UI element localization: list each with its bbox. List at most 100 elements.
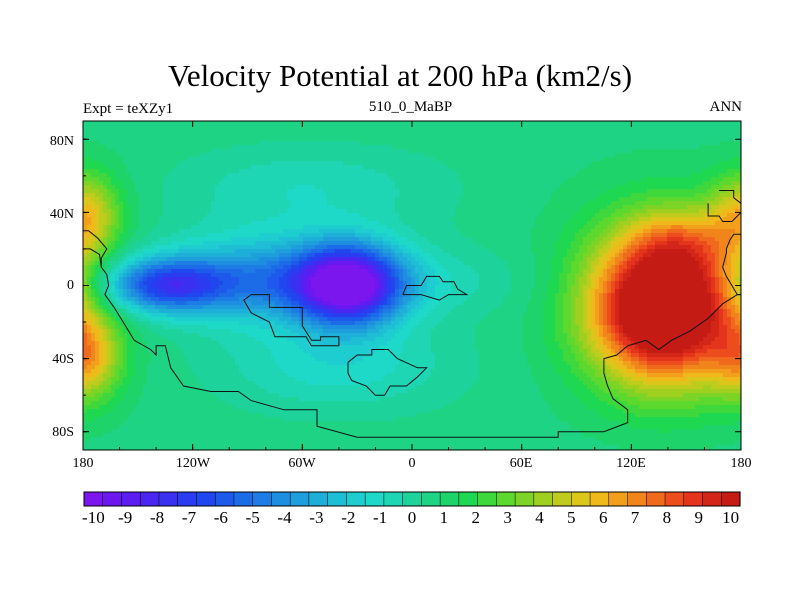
field-cell <box>263 417 268 422</box>
field-cell <box>187 285 192 290</box>
field-cell <box>275 245 280 250</box>
field-cell <box>235 377 240 382</box>
field-cell <box>283 289 288 294</box>
field-cell <box>275 209 280 214</box>
field-cell <box>227 333 232 338</box>
field-cell <box>163 229 168 234</box>
field-cell <box>235 297 240 302</box>
field-cell <box>267 277 272 282</box>
field-cell <box>219 157 224 162</box>
field-cell <box>171 249 176 254</box>
field-cell <box>199 181 204 186</box>
field-cell <box>291 357 296 362</box>
field-cell <box>219 325 224 330</box>
field-cell <box>119 313 124 318</box>
field-cell <box>215 133 220 138</box>
field-cell <box>139 341 144 346</box>
field-cell <box>171 161 176 166</box>
field-cell <box>163 337 168 342</box>
field-cell <box>259 389 264 394</box>
field-cell <box>107 125 112 130</box>
field-cell <box>227 385 232 390</box>
field-cell <box>251 361 256 366</box>
field-cell <box>83 349 88 354</box>
field-cell <box>127 249 132 254</box>
field-cell <box>227 437 232 442</box>
field-cell <box>95 125 100 130</box>
field-cell <box>95 181 100 186</box>
field-cell <box>83 401 88 406</box>
field-cell <box>315 389 320 394</box>
field-cell <box>243 193 248 198</box>
field-cell <box>243 289 248 294</box>
field-cell <box>143 317 148 322</box>
field-cell <box>299 337 304 342</box>
field-cell <box>115 177 120 182</box>
field-cell <box>303 445 308 450</box>
field-cell <box>259 357 264 362</box>
field-cell <box>263 333 268 338</box>
field-cell <box>295 333 300 338</box>
field-cell <box>227 325 232 330</box>
field-cell <box>287 429 292 434</box>
field-cell <box>307 141 312 146</box>
field-cell <box>211 417 216 422</box>
field-cell <box>143 161 148 166</box>
field-cell <box>219 137 224 142</box>
field-cell <box>195 213 200 218</box>
field-cell <box>299 365 304 370</box>
field-cell <box>287 269 292 274</box>
field-cell <box>167 269 172 274</box>
field-cell <box>103 153 108 158</box>
field-cell <box>259 417 264 422</box>
field-cell <box>203 145 208 150</box>
field-cell <box>287 437 292 442</box>
field-cell <box>151 393 156 398</box>
field-cell <box>155 189 160 194</box>
field-cell <box>147 337 152 342</box>
field-cell <box>283 205 288 210</box>
field-cell <box>299 137 304 142</box>
field-cell <box>139 401 144 406</box>
field-cell <box>107 277 112 282</box>
field-cell <box>223 325 228 330</box>
field-cell <box>291 341 296 346</box>
field-cell <box>171 257 176 262</box>
field-cell <box>111 245 116 250</box>
field-cell <box>139 365 144 370</box>
field-cell <box>107 133 112 138</box>
field-cell <box>127 281 132 286</box>
field-cell <box>243 373 248 378</box>
field-cell <box>287 365 292 370</box>
field-cell <box>107 245 112 250</box>
field-cell <box>319 329 324 334</box>
field-cell <box>211 221 216 226</box>
field-cell <box>211 257 216 262</box>
field-cell <box>143 137 148 142</box>
field-cell <box>87 369 92 374</box>
field-cell <box>103 149 108 154</box>
field-cell <box>295 381 300 386</box>
field-cell <box>195 169 200 174</box>
field-cell <box>159 213 164 218</box>
field-cell <box>119 405 124 410</box>
field-cell <box>279 421 284 426</box>
field-cell <box>191 153 196 158</box>
field-cell <box>283 429 288 434</box>
field-cell <box>143 149 148 154</box>
field-cell <box>195 289 200 294</box>
field-cell <box>267 269 272 274</box>
field-cell <box>255 141 260 146</box>
field-cell <box>247 313 252 318</box>
field-cell <box>263 377 268 382</box>
field-cell <box>167 277 172 282</box>
field-cell <box>171 121 176 126</box>
field-cell <box>91 181 96 186</box>
field-cell <box>251 381 256 386</box>
field-cell <box>131 165 136 170</box>
field-cell <box>199 409 204 414</box>
field-cell <box>243 437 248 442</box>
field-cell <box>127 293 132 298</box>
field-cell <box>159 289 164 294</box>
field-cell <box>231 445 236 450</box>
